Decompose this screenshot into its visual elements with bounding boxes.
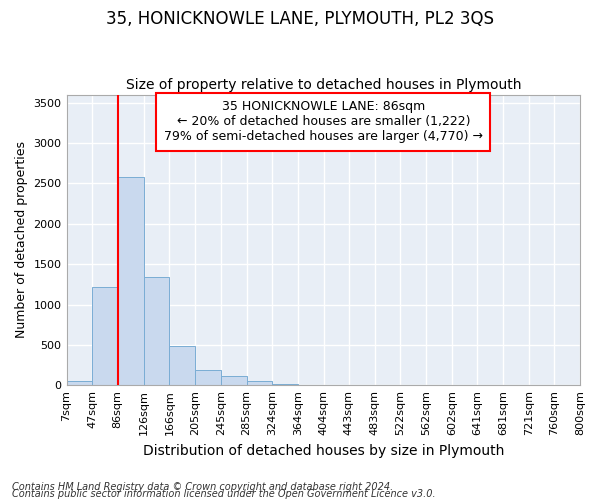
Bar — [221, 376, 247, 386]
Title: Size of property relative to detached houses in Plymouth: Size of property relative to detached ho… — [125, 78, 521, 92]
Text: 35, HONICKNOWLE LANE, PLYMOUTH, PL2 3QS: 35, HONICKNOWLE LANE, PLYMOUTH, PL2 3QS — [106, 10, 494, 28]
Text: Contains HM Land Registry data © Crown copyright and database right 2024.: Contains HM Land Registry data © Crown c… — [12, 482, 393, 492]
Bar — [92, 286, 118, 386]
Bar — [143, 277, 169, 386]
Bar — [67, 382, 92, 386]
Bar — [272, 384, 298, 386]
Bar — [247, 382, 272, 386]
Y-axis label: Number of detached properties: Number of detached properties — [15, 142, 28, 338]
X-axis label: Distribution of detached houses by size in Plymouth: Distribution of detached houses by size … — [143, 444, 504, 458]
Bar — [118, 177, 143, 386]
Text: Contains public sector information licensed under the Open Government Licence v3: Contains public sector information licen… — [12, 489, 436, 499]
Bar — [195, 370, 221, 386]
Bar — [169, 346, 195, 386]
Bar — [298, 384, 323, 386]
Text: 35 HONICKNOWLE LANE: 86sqm
← 20% of detached houses are smaller (1,222)
79% of s: 35 HONICKNOWLE LANE: 86sqm ← 20% of deta… — [164, 100, 483, 144]
